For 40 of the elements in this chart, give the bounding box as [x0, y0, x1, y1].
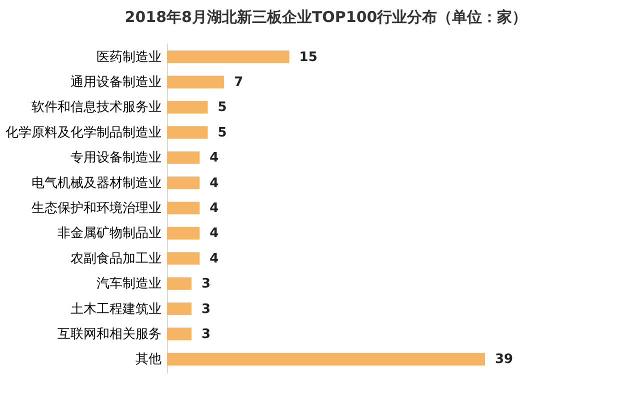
bar [167, 328, 192, 340]
data-label: 4 [210, 226, 219, 242]
y-tick-label: 医药制造业 [96, 50, 162, 65]
data-label: 3 [201, 326, 211, 342]
y-tick-label: 生态保护和环境治理业 [32, 200, 162, 216]
bar [167, 226, 200, 240]
chart-title: 2018年8月湖北新三板企业TOP100行业分布（单位：家） [124, 8, 528, 26]
bar [167, 302, 192, 316]
bar [167, 151, 200, 164]
data-label: 4 [210, 150, 219, 166]
y-tick-label: 互联网和相关服务 [58, 326, 162, 342]
data-label: 4 [210, 201, 219, 216]
data-label: 3 [201, 276, 211, 292]
data-label: 7 [234, 75, 244, 90]
bar [167, 76, 224, 88]
data-label: 4 [210, 176, 219, 191]
data-label: 5 [218, 125, 227, 140]
y-tick-label: 软件和信息技术服务业 [32, 100, 162, 116]
bar [167, 50, 290, 64]
y-tick-label: 汽车制造业 [96, 276, 162, 292]
data-label: 4 [210, 251, 219, 266]
y-tick-label: 专用设备制造业 [70, 150, 162, 166]
data-label: 3 [201, 302, 211, 317]
y-tick-label: 通用设备制造业 [70, 75, 162, 90]
bar [167, 126, 208, 139]
bar [167, 100, 208, 114]
data-label: 5 [218, 100, 227, 116]
bar [167, 202, 200, 214]
bar [167, 352, 485, 366]
y-tick-label: 非金属矿物制品业 [58, 226, 162, 242]
bar [167, 252, 200, 265]
y-tick-label: 农副食品加工业 [70, 251, 162, 266]
bar [167, 176, 200, 190]
y-tick-label: 化学原料及化学制品制造业 [6, 125, 162, 140]
y-tick-label: 其他 [136, 352, 162, 368]
data-label: 15 [299, 50, 318, 65]
bar [167, 277, 192, 290]
data-label: 39 [495, 352, 514, 368]
y-tick-label: 电气机械及器材制造业 [32, 176, 162, 191]
y-tick-label: 土木工程建筑业 [70, 302, 162, 317]
